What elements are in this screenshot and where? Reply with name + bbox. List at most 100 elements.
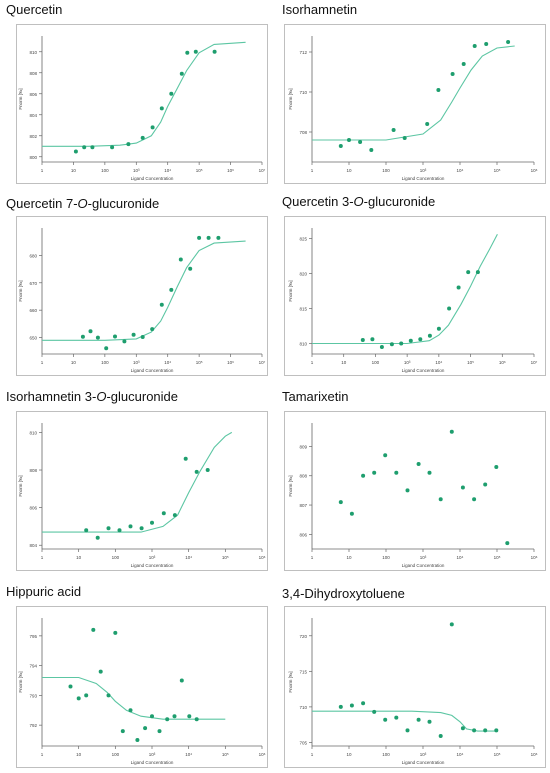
chart-title: Isorhamnetin 3-O-glucuronide [6,389,178,404]
x-tick-label: 10⁷ [259,168,266,173]
data-point [91,627,96,632]
data-point [372,470,377,475]
data-point [484,42,489,46]
data-point [405,488,410,493]
data-point [216,235,221,240]
data-point [466,270,471,275]
chart-panel-quercetin: Quercetin 800 802 804 806 808 810 1 10 100 10³ 10⁴… [6,0,272,190]
chart-title-part: O [96,389,107,404]
data-point [104,346,109,351]
data-point [197,235,202,240]
data-point [394,715,399,720]
data-point [338,704,343,709]
data-point [194,469,199,474]
data-point [461,62,466,66]
data-point [206,235,211,240]
y-tick-label: 807 [299,503,307,508]
data-point [178,257,183,262]
chart-frame [284,216,546,376]
x-tick-label: 10³ [149,555,156,560]
data-point [126,142,131,147]
x-tick-label: 100 [372,360,380,365]
x-tick-label: 1 [41,360,44,365]
y-tick-label: 825 [299,237,307,242]
data-point [483,728,488,733]
chart-panel-hippuric-acid: Hippuric acid 792 793 794 795 1 10 100 10³ 10⁴ 10… [6,580,272,770]
y-tick-label: 708 [299,130,307,135]
y-tick-label: 808 [29,468,37,473]
x-tick-label: 10 [71,360,77,365]
y-axis-label: Fnorm [‰] [288,280,293,301]
x-tick-label: 10⁷ [259,360,266,365]
data-point [494,728,499,733]
data-point [460,726,465,731]
y-tick-label: 680 [29,253,37,258]
data-point [389,342,394,347]
x-tick-label: 10⁵ [196,360,203,365]
chart-plot-quercetin-7-o-glucuronide: 650 660 670 680 1 10 100 10³ 10⁴ 10⁵ 10⁶ 10⁷ Ligand … [18,228,266,373]
chart-title-part: Quercetin 3- [282,194,354,209]
data-point [418,337,423,342]
chart-title-part: -glucuronide [87,196,160,211]
x-tick-label: 10 [76,555,82,560]
data-point [358,140,363,144]
x-tick-label: 10⁵ [222,555,229,560]
data-point [361,701,366,706]
data-point [113,630,118,635]
x-tick-label: 10⁴ [457,555,464,560]
x-tick-label: 10⁴ [457,752,464,757]
data-point [150,714,154,719]
y-tick-label: 820 [299,272,307,277]
x-tick-label: 10⁶ [531,752,538,757]
y-tick-label: 650 [29,336,37,341]
chart-title-part: Isorhamnetin [282,2,358,17]
data-point [372,709,377,714]
chart-title-part: Isorhamnetin 3- [6,389,97,404]
y-tick-label: 793 [29,693,37,698]
data-point [194,717,199,722]
data-point [172,513,177,518]
data-point [361,473,366,478]
chart-frame [284,606,546,768]
chart-title-part: Quercetin 7- [6,196,78,211]
y-tick-label: 809 [299,444,307,449]
data-point [185,50,190,55]
data-point [438,734,443,738]
chart-title-part: Quercetin [6,2,63,17]
data-point [460,485,465,490]
y-tick-label: 712 [299,50,307,55]
data-point [150,520,154,525]
fit-curve [42,431,233,533]
data-point [193,49,198,54]
data-point [135,738,140,742]
y-tick-label: 810 [29,430,37,435]
y-tick-label: 802 [29,134,37,139]
x-tick-label: 10⁴ [457,168,464,173]
y-tick-label: 806 [299,532,307,537]
chart-plot-quercetin: 800 802 804 806 808 810 1 10 100 10³ 10⁴ 10⁵ 10⁶ 10⁷ L… [18,36,266,181]
data-point [140,135,145,140]
data-point [416,462,421,466]
data-point [436,88,441,92]
data-point [379,345,384,349]
data-point [117,528,122,533]
x-tick-label: 10⁴ [164,360,171,365]
data-point [450,72,455,76]
data-point [150,125,155,130]
x-tick-label: 10⁴ [435,360,442,365]
y-tick-label: 800 [29,155,37,160]
x-tick-label: 100 [382,555,390,560]
data-point [449,622,454,627]
data-point [140,335,145,339]
x-axis-label: Ligand Concentration [402,368,445,373]
data-point [95,335,100,340]
data-point [179,678,184,683]
chart-title-part: O [77,196,88,211]
y-axis-label: Fnorm [‰] [288,671,293,692]
y-tick-label: 804 [29,113,37,118]
data-point [159,302,164,307]
chart-title: Tamarixetin [282,389,348,404]
chart-panel-tamarixetin: Tamarixetin 806 807 808 809 1 10 100 10³ 10⁴ 10⁵ 1… [282,385,548,575]
x-tick-label: 10 [341,360,347,365]
x-tick-label: 10⁶ [499,360,506,365]
